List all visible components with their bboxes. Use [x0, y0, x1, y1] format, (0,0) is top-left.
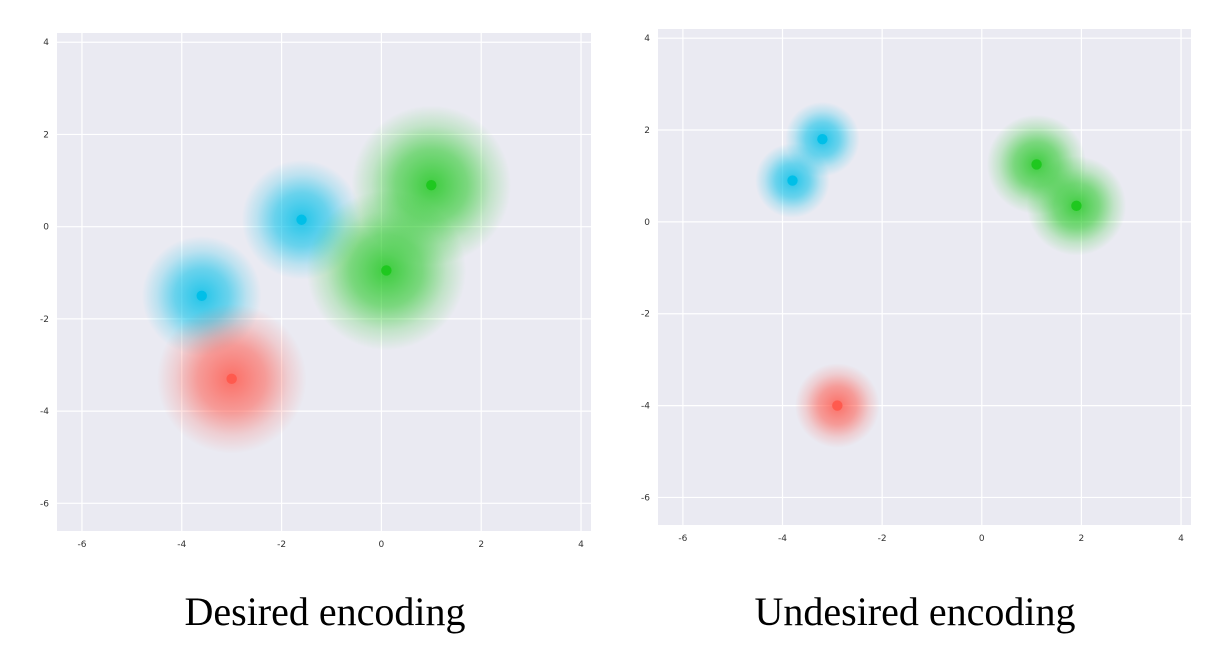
scatter-points — [787, 134, 1082, 411]
y-tick-label: 0 — [43, 223, 49, 233]
caption-undesired-encoding: Undesired encoding — [754, 589, 1076, 634]
scatter-point-red — [832, 400, 843, 411]
x-tick-label: 2 — [1079, 534, 1085, 544]
y-tick-label: 4 — [43, 38, 49, 48]
x-tick-label: -6 — [77, 540, 86, 550]
y-tick-label: -6 — [40, 499, 49, 509]
tick-labels: -6 -4 -2 0 2 4 4 2 0 -2 -4 -6 — [641, 34, 1184, 544]
x-tick-label: -2 — [277, 540, 286, 550]
scatter-points — [196, 179, 437, 385]
x-tick-label: -6 — [678, 534, 687, 544]
x-tick-label: 4 — [578, 540, 584, 550]
y-tick-label: -4 — [641, 402, 650, 412]
caption-desired-encoding: Desired encoding — [184, 589, 466, 634]
y-tick-label: 4 — [644, 34, 650, 44]
y-tick-label: -6 — [641, 493, 650, 503]
scatter-point-green — [426, 179, 437, 191]
x-tick-label: -4 — [177, 540, 186, 550]
x-tick-label: 0 — [379, 540, 385, 550]
x-tick-label: 0 — [979, 534, 985, 544]
x-tick-label: 2 — [478, 540, 484, 550]
scatter-point-cyan — [787, 175, 798, 186]
chart-undesired-encoding: -6 -4 -2 0 2 4 4 2 0 -2 -4 -6 — [641, 29, 1191, 544]
tick-labels: -6 -4 -2 0 2 4 4 2 0 -2 -4 -6 — [40, 38, 584, 550]
y-tick-label: -4 — [40, 407, 49, 417]
chart-desired-encoding: -6 -4 -2 0 2 4 4 2 0 -2 -4 -6 — [40, 33, 591, 550]
x-tick-label: -2 — [878, 534, 887, 544]
grid — [658, 29, 1191, 525]
y-tick-label: 2 — [644, 126, 650, 136]
scatter-point-cyan — [296, 214, 307, 225]
scatter-point-green — [381, 265, 392, 276]
scatter-point-green — [1071, 200, 1082, 212]
scatter-point-cyan — [817, 134, 828, 145]
y-tick-label: 0 — [644, 218, 650, 228]
x-tick-label: 4 — [1178, 534, 1184, 544]
scatter-point-red — [226, 373, 237, 385]
plot-area — [658, 29, 1191, 525]
scatter-point-green — [1031, 159, 1042, 170]
y-tick-label: 2 — [43, 130, 49, 140]
scatter-point-cyan — [196, 290, 207, 302]
y-tick-label: -2 — [40, 315, 49, 325]
y-tick-label: -2 — [641, 310, 650, 320]
x-tick-label: -4 — [778, 534, 787, 544]
